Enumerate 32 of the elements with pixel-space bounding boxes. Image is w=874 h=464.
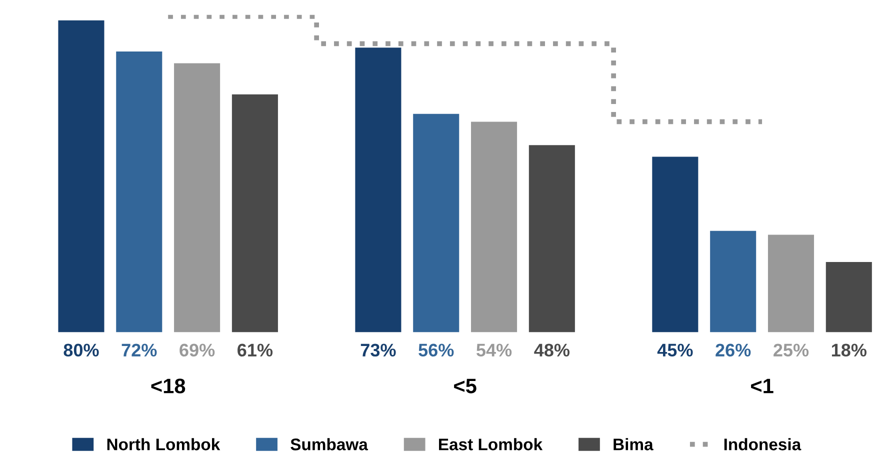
data-label: 61%: [238, 344, 273, 357]
bar: [710, 230, 756, 332]
bar: [528, 145, 575, 332]
legend-label: Indonesia: [724, 438, 802, 450]
legend-label: North Lombok: [107, 438, 220, 450]
bar: [116, 52, 162, 332]
x-tick-label: <18: [151, 378, 186, 394]
bar: [174, 63, 220, 332]
bar: [768, 234, 814, 332]
data-label: 25%: [774, 344, 809, 357]
legend-label: Bima: [614, 438, 654, 450]
data-label: 73%: [360, 344, 396, 357]
data-label: 45%: [657, 344, 693, 357]
data-label: 69%: [180, 344, 215, 357]
bar: [471, 122, 518, 332]
bar: [652, 156, 698, 332]
data-label: 72%: [122, 344, 157, 356]
legend-label: Sumbawa: [290, 438, 368, 450]
bar: [58, 20, 104, 332]
data-label: 48%: [534, 344, 570, 357]
data-label: 54%: [476, 344, 512, 357]
bar: [826, 262, 872, 332]
legend-label: East Lombok: [439, 438, 543, 450]
data-label: 56%: [418, 344, 454, 357]
x-tick-label: <1: [751, 378, 774, 394]
data-label: 18%: [832, 344, 866, 357]
bar: [355, 48, 402, 332]
x-tick-label: <5: [454, 378, 476, 394]
bar: [413, 114, 460, 332]
data-label: 26%: [716, 344, 751, 357]
data-label: 80%: [64, 344, 99, 357]
bar: [232, 94, 278, 332]
